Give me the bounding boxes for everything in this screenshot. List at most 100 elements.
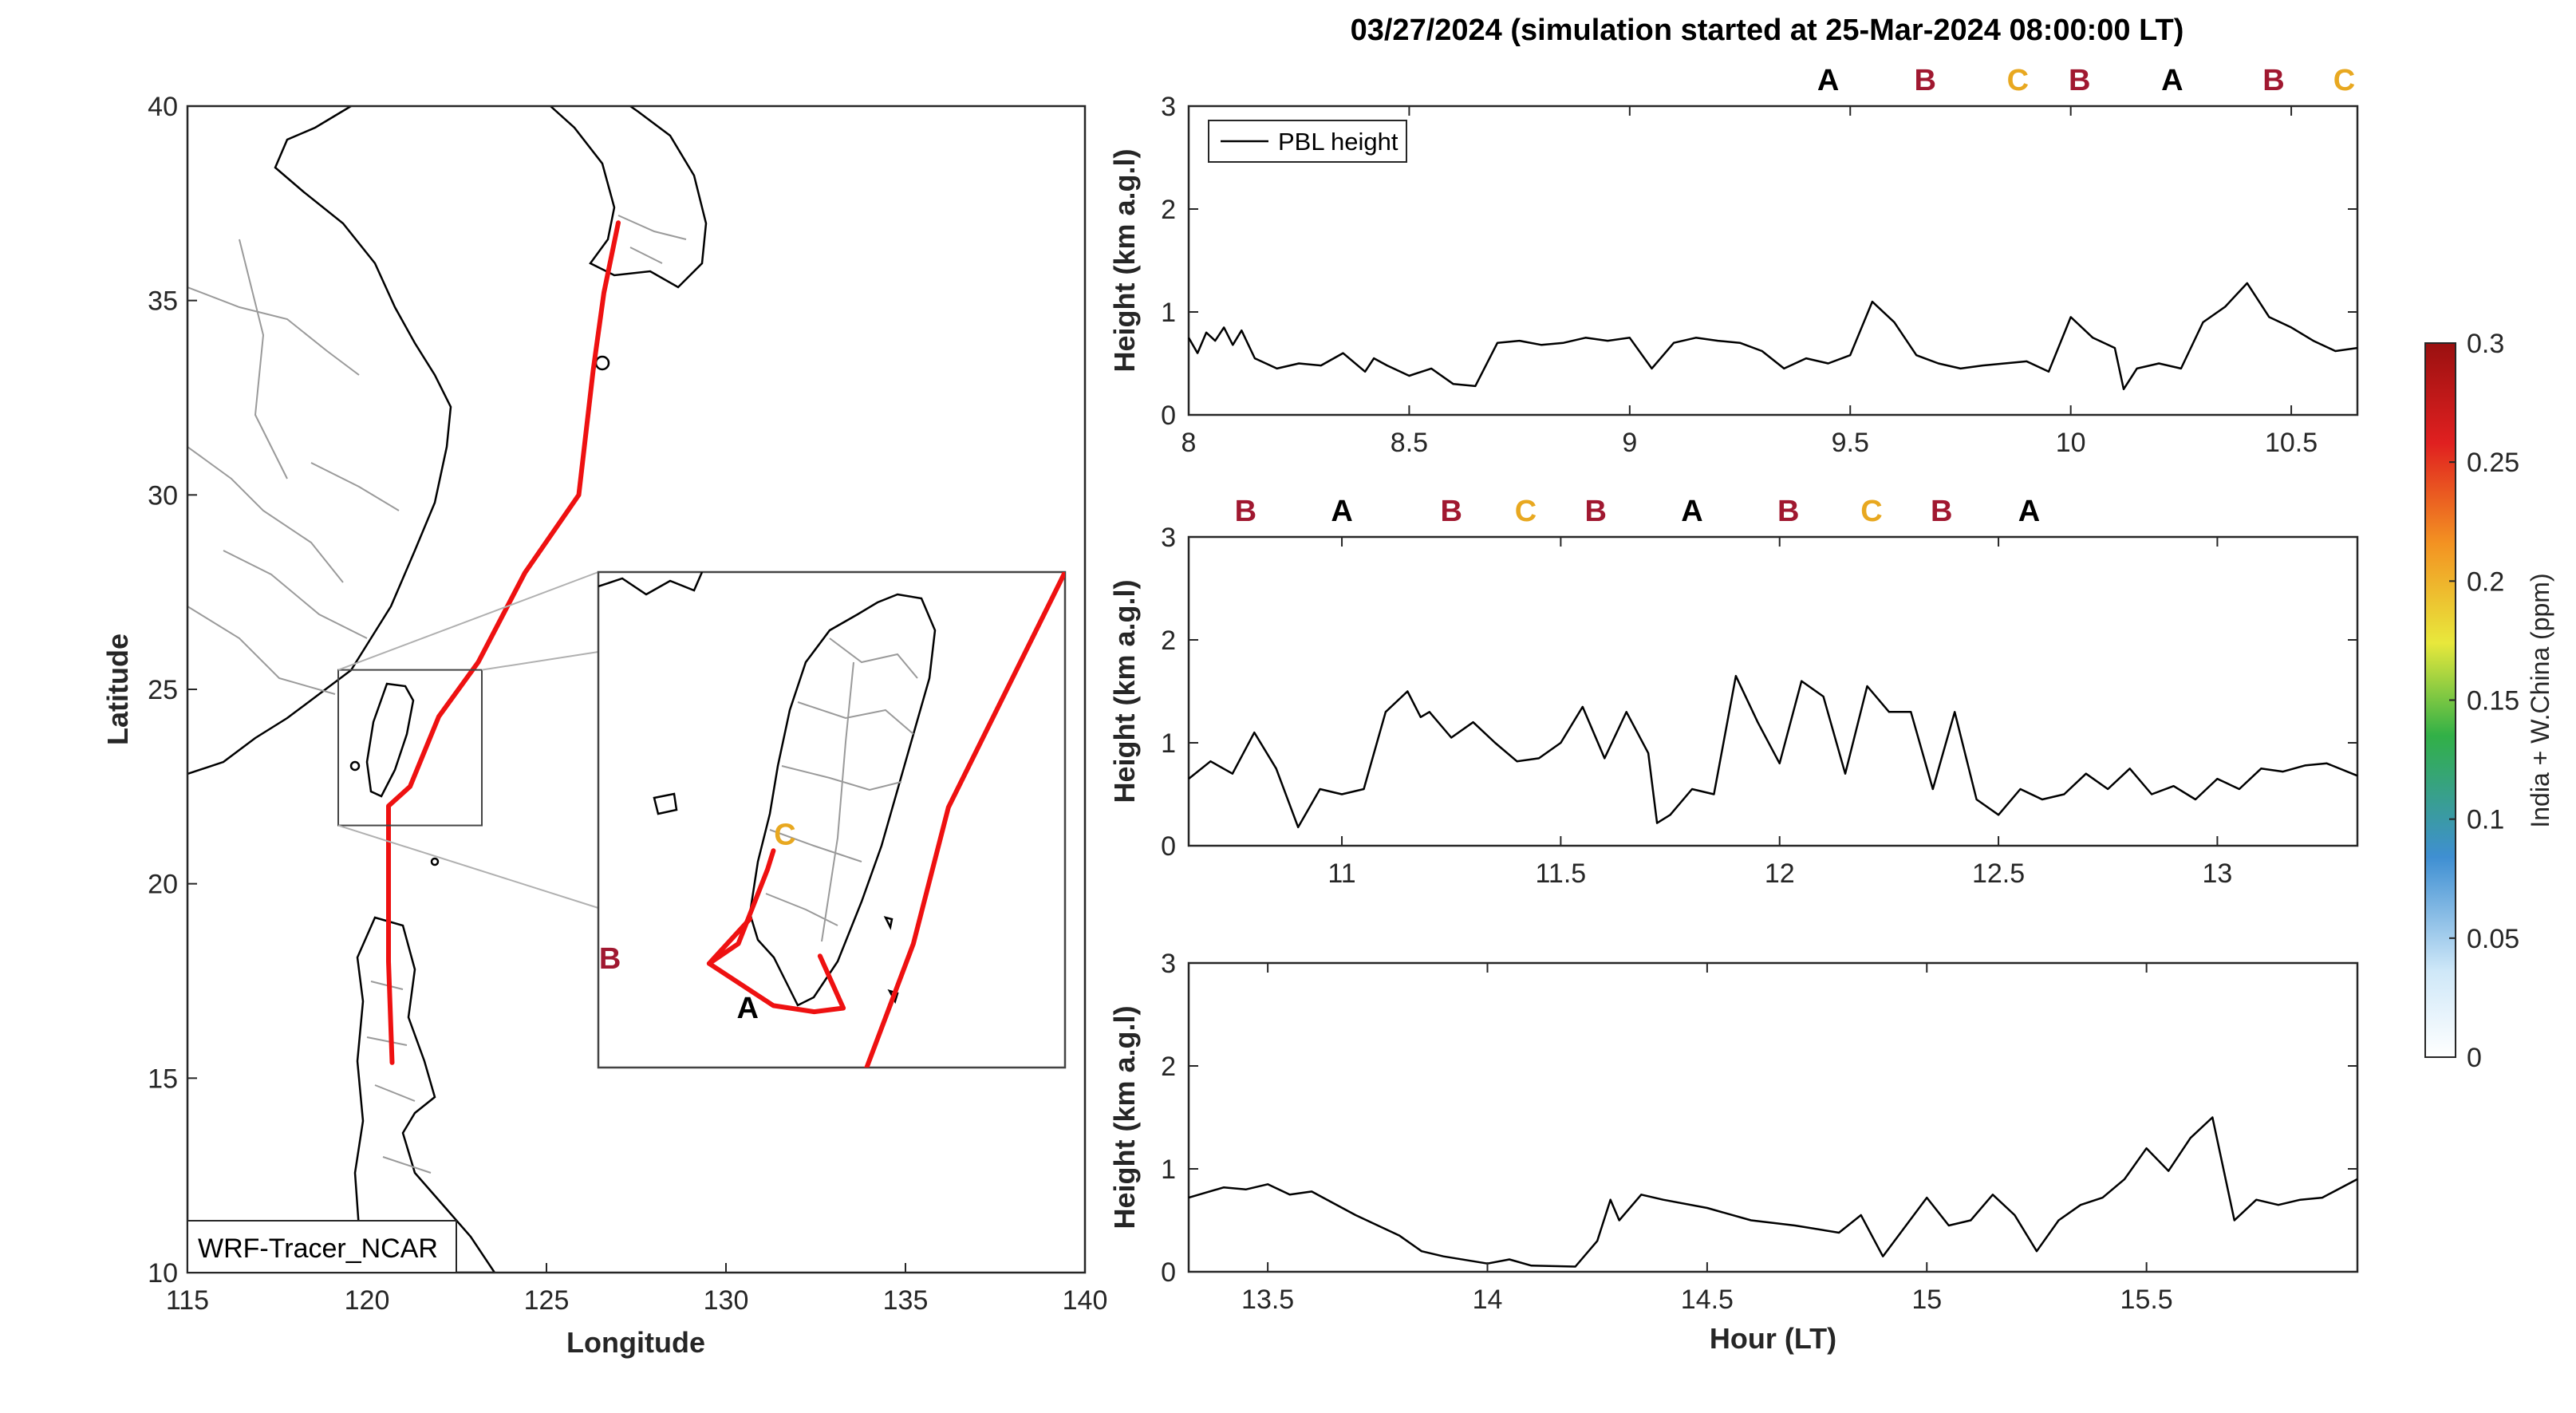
map-xtick-label: 120 [345, 1285, 390, 1316]
xtick-label: 11.5 [1536, 858, 1587, 889]
time-marker-c: C [2007, 64, 2029, 97]
xtick-label: 10 [2056, 428, 2086, 458]
xtick-label: 15.5 [2120, 1285, 2173, 1315]
colorbar-tick-label: 0.1 [2467, 805, 2504, 835]
time-marker-b: B [1914, 64, 1935, 97]
map-xtick-label: 135 [883, 1285, 929, 1316]
china-borders [187, 239, 400, 695]
ytick-label: 3 [1161, 92, 1176, 122]
korea-borders [617, 215, 687, 264]
inset-track-segment [706, 916, 753, 966]
inset-point-labels: C B A [599, 819, 796, 1025]
map-xtick-label: 130 [704, 1285, 749, 1316]
pbl-height-line [1188, 1116, 2358, 1268]
colorbar-tick-label: 0.15 [2467, 686, 2519, 716]
map-yticks: 10 15 20 25 30 35 40 [148, 92, 197, 1289]
time-marker-c: C [1515, 495, 1537, 528]
inset-track-segment [864, 572, 1065, 1068]
inset-china-coast [598, 572, 704, 596]
ytick-label: 1 [1161, 298, 1176, 328]
time-marker-c: C [1860, 495, 1882, 528]
taiwan-inset: C B A [597, 570, 1067, 1069]
map-xtick-label: 115 [166, 1285, 209, 1316]
inset-label-c: C [774, 819, 795, 852]
xtick-label: 12.5 [1972, 858, 2025, 889]
inset-taiwan-borders [765, 637, 918, 942]
xtick-label: 10.5 [2265, 428, 2318, 458]
pbl-height-line [1188, 674, 2358, 829]
xtick-label: 13.5 [1241, 1285, 1294, 1315]
panel-frame [1187, 961, 2359, 1273]
island [349, 760, 361, 772]
taiwan-coastline [365, 682, 415, 798]
island [594, 355, 610, 371]
pbl-panel-3: 13.5 14 14.5 15 15.5 0 1 2 3 Height (km a.g.l) Hou… [1108, 949, 2359, 1355]
time-marker-a: A [2018, 495, 2040, 528]
model-label: WRF-Tracer_NCAR [198, 1233, 438, 1264]
colorbar-ticks: 0 0.05 0.1 0.15 0.2 0.25 0.3 [2449, 329, 2519, 1073]
ytick-label: 3 [1161, 523, 1176, 553]
time-marker-b: B [1777, 495, 1799, 528]
time-marker-b: B [1440, 495, 1462, 528]
korea-coastline [550, 106, 708, 289]
inset-taiwan-coastline [748, 593, 937, 1007]
time-marker-b: B [2069, 64, 2090, 97]
xtick-label: 9.5 [1832, 428, 1869, 458]
figure-title: 03/27/2024 (simulation started at 25-Mar… [1351, 14, 2184, 47]
inset-label-b: B [599, 942, 621, 976]
ylabel: Height (km a.g.l) [1108, 1005, 1141, 1229]
map-panel: 115 120 125 130 135 140 10 15 20 25 30 35 40 Longit… [101, 92, 1107, 1359]
map-ytick-label: 15 [148, 1064, 178, 1094]
map-xlabel: Longitude [566, 1326, 705, 1359]
map-ytick-label: 25 [148, 675, 178, 705]
inset-trajectory [706, 572, 1065, 1068]
time-marker-b: B [1931, 495, 1952, 528]
ytick-label: 3 [1161, 949, 1176, 979]
time-marker-a: A [1331, 495, 1352, 528]
xtick-label: 14 [1473, 1285, 1503, 1315]
time-marker-a: A [2161, 64, 2183, 97]
xtick-label: 9 [1622, 428, 1637, 458]
ytick-label: 0 [1161, 401, 1176, 431]
colorbar: 0 0.05 0.1 0.15 0.2 0.25 0.3 India + W.China (… [2424, 329, 2554, 1073]
map-xtick-label: 125 [524, 1285, 570, 1316]
ytick-label: 2 [1161, 626, 1176, 656]
time-marker-b: B [1235, 495, 1256, 528]
colorbar-tick-label: 0.2 [2467, 566, 2504, 597]
time-marker-a: A [1817, 64, 1839, 97]
ytick-label: 1 [1161, 728, 1176, 759]
map-xticks: 115 120 125 130 135 140 [166, 1263, 1107, 1316]
colorbar-tick-label: 0 [2467, 1043, 2482, 1073]
ytick-label: 2 [1161, 1052, 1176, 1082]
map-ytick-label: 10 [148, 1258, 178, 1289]
xtick-label: 15 [1911, 1285, 1942, 1315]
map-ytick-label: 40 [148, 92, 178, 122]
legend-entry: PBL height [1278, 128, 1398, 156]
inset-source-box [337, 669, 483, 827]
xtick-label: 12 [1765, 858, 1795, 889]
inset-track-segment [706, 848, 846, 1015]
panel-frame [1187, 535, 2359, 847]
map-ylabel: Latitude [101, 633, 134, 745]
map-xtick-label: 140 [1063, 1285, 1108, 1316]
time-marker-a: A [1681, 495, 1702, 528]
luzon-coastline [349, 916, 496, 1273]
colorbar-tick-label: 0.3 [2467, 329, 2504, 359]
ytick-label: 1 [1161, 1154, 1176, 1185]
ytick-label: 0 [1161, 1257, 1176, 1288]
map-ytick-label: 30 [148, 480, 178, 511]
inset-label-a: A [736, 992, 758, 1025]
xtick-label: 8.5 [1391, 428, 1428, 458]
time-marker-b: B [1585, 495, 1607, 528]
ytick-label: 2 [1161, 195, 1176, 225]
colorbar-tick-label: 0.25 [2467, 448, 2519, 478]
ytick-label: 0 [1161, 831, 1176, 862]
xtick-label: 8 [1181, 428, 1197, 458]
inset-connectors [337, 571, 599, 909]
xtick-label: 11 [1327, 858, 1355, 889]
map-ytick-label: 35 [148, 286, 178, 317]
xlabel: Hour (LT) [1710, 1322, 1836, 1355]
